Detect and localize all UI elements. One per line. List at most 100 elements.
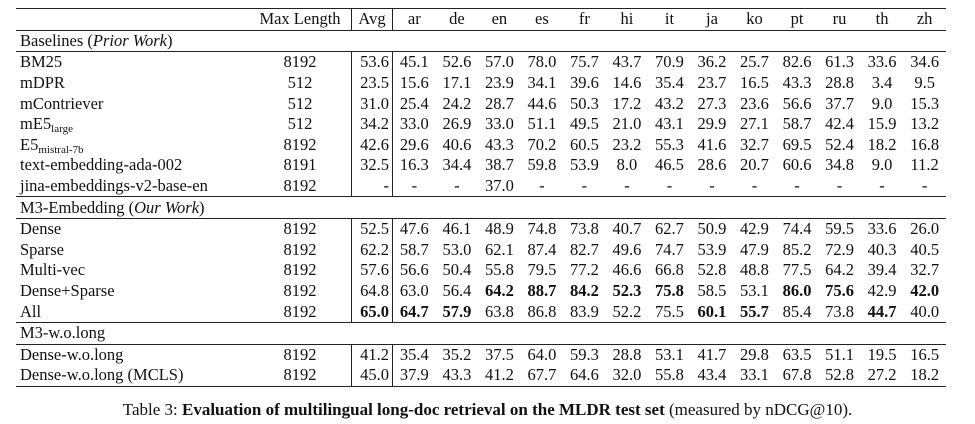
data-row: Dense-w.o.long (MCLS) 8192 45.0 37.9 43.3 41.… xyxy=(16,365,946,387)
score-cell: 18.2 xyxy=(867,134,897,154)
score-cell: 15.9 xyxy=(867,114,897,134)
score-cell: 85.2 xyxy=(782,239,812,259)
score-cell: 16.8 xyxy=(910,134,940,154)
score-cell: 39.4 xyxy=(867,260,897,280)
score-cell: 63.0 xyxy=(399,281,429,301)
score-cell: 28.8 xyxy=(825,73,854,93)
row-name: All xyxy=(16,301,249,322)
score-cell: - xyxy=(411,176,418,196)
score-cell: 56.6 xyxy=(399,260,429,280)
row-name: Multi-vec xyxy=(16,260,249,281)
score-cell: 32.7 xyxy=(910,260,940,280)
score-cell: 35.2 xyxy=(435,343,479,366)
score-cell: 64.6 xyxy=(563,365,606,387)
score-cell: 9.0 xyxy=(871,155,893,175)
row-name-text: Dense xyxy=(20,219,62,239)
score-cell: 57.6 xyxy=(351,260,393,281)
score-cell: - xyxy=(581,176,588,196)
score-cell: 62.2 xyxy=(351,239,393,261)
score-cell: 56.6 xyxy=(782,93,812,113)
row-name-text: Dense+Sparse xyxy=(20,281,115,301)
score-cell: 82.7 xyxy=(569,239,599,259)
section-title-part: Our Work xyxy=(134,197,200,217)
data-row: BM25 8192 53.6 45.1 52.6 57.0 78.0 75.7 43.7 70.9… xyxy=(16,51,946,73)
score-cell: 33.0 xyxy=(484,114,514,134)
header-cell: ar xyxy=(392,8,436,31)
data-row: All 8192 65.0 64.7 57.9 63.8 86.8 83.9 52.2 75.5 6… xyxy=(16,301,946,323)
score-cell: 77.2 xyxy=(569,260,599,280)
score-cell: 74.8 xyxy=(520,217,564,240)
score-cell: 27.3 xyxy=(697,93,727,113)
score-cell: 21.0 xyxy=(612,114,642,134)
score-cell: 8.0 xyxy=(616,155,638,175)
score-cell: 16.5 xyxy=(740,73,769,93)
score-cell: 56.4 xyxy=(442,281,472,301)
score-cell: 49.5 xyxy=(569,114,599,134)
score-cell: 52.8 xyxy=(697,260,727,280)
row-name-text: mContriever xyxy=(20,93,104,113)
score-cell: 46.5 xyxy=(655,155,684,175)
score-cell: 63.8 xyxy=(484,301,514,321)
max-length: 8192 xyxy=(249,260,352,281)
header-row: Max Length Avg ar de en es fr hi it ja ko pt ru th zh xyxy=(16,8,946,31)
score-cell: 73.8 xyxy=(825,301,854,321)
max-length: 512 xyxy=(249,113,352,135)
data-row: mE5large 512 34.2 33.0 26.9 33.0 51.1 49.5 21.0 4… xyxy=(16,113,946,135)
score-cell: 66.8 xyxy=(655,260,684,280)
data-row: jina-embeddings-v2-base-en 8192- - -37.0- - -… xyxy=(16,175,946,197)
score-cell: 29.6 xyxy=(399,134,429,154)
score-cell: 40.0 xyxy=(910,301,940,321)
score-cell: 41.2 xyxy=(351,343,393,366)
score-cell: 34.8 xyxy=(825,155,854,175)
score-cell: - xyxy=(666,176,673,196)
score-cell: 25.7 xyxy=(733,51,776,73)
score-cell: 60.1 xyxy=(697,301,727,321)
score-cell: 64.8 xyxy=(351,280,393,302)
caption-title: Evaluation of multilingual long-doc retr… xyxy=(181,400,665,419)
score-cell: 44.6 xyxy=(527,93,557,113)
score-cell: 33.6 xyxy=(860,51,904,73)
score-cell: 58.7 xyxy=(782,114,812,134)
section-title-part: ) xyxy=(199,197,205,217)
score-cell: 38.7 xyxy=(484,155,514,175)
score-cell: 87.4 xyxy=(527,239,557,259)
data-row: Sparse 8192 62.2 58.7 53.0 62.1 87.4 82.7 49.6 74… xyxy=(16,239,946,261)
score-cell: 58.5 xyxy=(697,281,727,301)
row-name: BM25 xyxy=(16,51,249,73)
score-cell: 14.6 xyxy=(612,73,642,93)
score-cell: 59.5 xyxy=(818,217,861,240)
score-cell: 27.2 xyxy=(860,365,904,387)
section-title: Baselines (Prior Work) xyxy=(16,29,946,52)
header-cell: th xyxy=(860,8,904,31)
max-length: 8192 xyxy=(249,280,352,302)
score-cell: 62.7 xyxy=(648,217,691,240)
score-cell: 53.1 xyxy=(740,281,769,301)
score-cell: 67.8 xyxy=(775,365,819,387)
score-cell: 40.7 xyxy=(605,217,649,240)
section-row: Baselines (Prior Work) xyxy=(16,29,946,52)
score-cell: 48.8 xyxy=(740,260,769,280)
score-cell: 33.6 xyxy=(860,217,904,240)
score-cell: 40.5 xyxy=(910,239,940,259)
row-name-text: Multi-vec xyxy=(20,260,86,280)
row-name: Dense-w.o.long (MCLS) xyxy=(16,365,249,387)
score-cell: - xyxy=(539,176,545,196)
max-length: 8191 xyxy=(249,155,352,176)
score-cell: 70.9 xyxy=(648,51,691,73)
caption: Table 3: Evaluation of multilingual long… xyxy=(0,400,975,420)
max-length: 512 xyxy=(249,93,352,114)
score-cell: 60.5 xyxy=(569,134,599,154)
score-cell: 17.1 xyxy=(442,73,472,93)
score-cell: 41.6 xyxy=(697,134,727,154)
score-cell: 64.7 xyxy=(399,301,429,321)
score-cell: 42.4 xyxy=(825,114,854,134)
row-name-text: Dense-w.o.long xyxy=(20,344,124,364)
score-cell: 52.8 xyxy=(818,365,861,387)
score-cell: 51.1 xyxy=(818,343,861,366)
row-name-text: E5 xyxy=(20,134,39,154)
score-cell: 45.1 xyxy=(392,51,436,73)
score-cell: 3.4 xyxy=(871,73,893,93)
score-cell: 40.3 xyxy=(867,239,897,259)
section-title-part: Baselines ( xyxy=(20,30,93,50)
